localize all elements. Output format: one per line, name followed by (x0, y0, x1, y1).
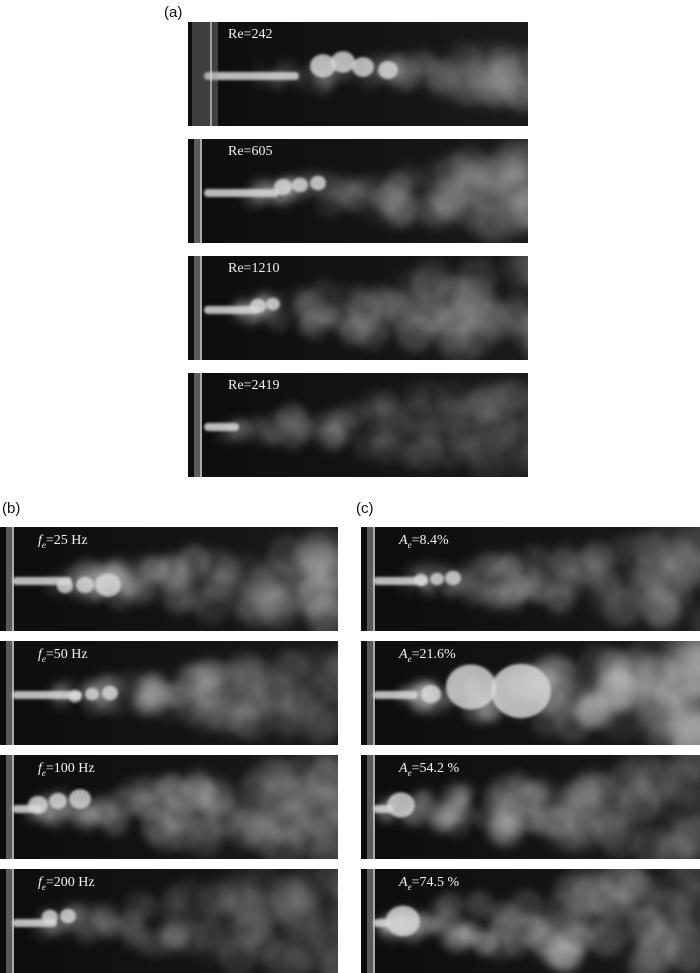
photo-panel-b2: fe=50 Hz (0, 641, 338, 745)
excitation-frequency-label: fe=100 Hz (38, 761, 95, 778)
photo-panel-b1: fe=25 Hz (0, 527, 338, 631)
reynolds-number-label: Re=605 (228, 144, 273, 159)
photo-panel-a1: Re=242 (188, 22, 528, 126)
photo-panel-c3: Ae=54.2 % (361, 755, 700, 859)
excitation-frequency-label: fe=50 Hz (38, 647, 88, 664)
reynolds-number-label: Re=242 (228, 27, 273, 42)
group-label-a: (a) (164, 4, 183, 21)
photo-panel-b3: fe=100 Hz (0, 755, 338, 859)
excitation-amplitude-label: Ae=8.4% (399, 533, 449, 550)
excitation-amplitude-label: Ae=21.6% (399, 647, 456, 664)
photo-panel-a2: Re=605 (188, 139, 528, 243)
smoke-jet-image (361, 869, 700, 973)
excitation-amplitude-label: Ae=54.2 % (399, 761, 460, 778)
smoke-jet-image (188, 256, 528, 360)
reynolds-number-label: Re=2419 (228, 378, 280, 393)
group-label-b: (b) (2, 500, 21, 517)
photo-panel-b4: fe=200 Hz (0, 869, 338, 973)
smoke-jet-image (0, 869, 338, 973)
smoke-jet-image (188, 373, 528, 477)
smoke-jet-image (0, 527, 338, 631)
photo-panel-c1: Ae=8.4% (361, 527, 700, 631)
reynolds-number-label: Re=1210 (228, 261, 280, 276)
smoke-jet-image (0, 755, 338, 859)
smoke-jet-image (361, 527, 700, 631)
photo-panel-c2: Ae=21.6% (361, 641, 700, 745)
photo-panel-a4: Re=2419 (188, 373, 528, 477)
photo-panel-c4: Ae=74.5 % (361, 869, 700, 973)
smoke-jet-image (361, 641, 700, 745)
smoke-jet-image (188, 139, 528, 243)
excitation-amplitude-label: Ae=74.5 % (399, 875, 460, 892)
photo-panel-a3: Re=1210 (188, 256, 528, 360)
smoke-jet-image (361, 755, 700, 859)
excitation-frequency-label: fe=25 Hz (38, 533, 88, 550)
smoke-jet-image (0, 641, 338, 745)
excitation-frequency-label: fe=200 Hz (38, 875, 95, 892)
group-label-c: (c) (356, 500, 374, 517)
smoke-jet-image (188, 22, 528, 126)
